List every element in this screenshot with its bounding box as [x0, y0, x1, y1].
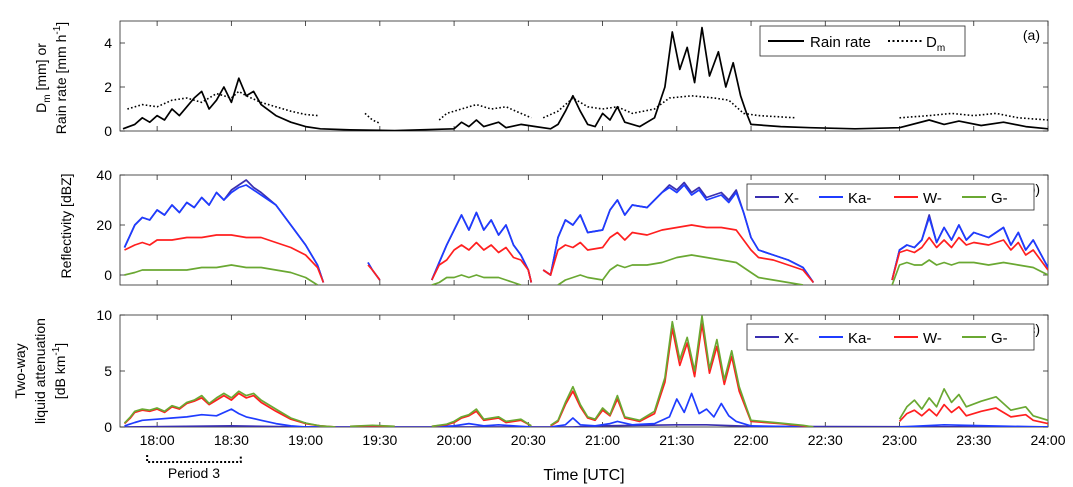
- y-axis-label: Two-way: [12, 343, 28, 398]
- y-tick-label: 2: [104, 79, 112, 95]
- x-axis-label: Time [UTC]: [543, 467, 624, 484]
- x-tick-label: 22:00: [734, 432, 769, 448]
- y-tick-label: 0: [104, 267, 112, 283]
- legend-label: Rain rate: [810, 34, 871, 51]
- series-line-ka-: [431, 422, 532, 427]
- legend-label: G-: [991, 190, 1008, 207]
- x-tick-label: 19:00: [288, 432, 323, 448]
- legend-label: X-: [784, 190, 799, 207]
- y-tick-label: 5: [104, 363, 112, 379]
- series-line-w-: [542, 224, 815, 284]
- y-axis-label: liquid attenuation: [32, 318, 48, 424]
- x-tick-label: 20:30: [511, 432, 546, 448]
- series-line-g-: [123, 390, 336, 427]
- legend-label: W-: [923, 330, 942, 347]
- legend-label: Ka-: [848, 330, 871, 347]
- y-tick-label: 40: [96, 167, 112, 183]
- series-line-d: [364, 112, 381, 125]
- series-line-ka-: [123, 184, 325, 283]
- series-line-g-: [898, 388, 1048, 422]
- x-tick-label: 22:30: [808, 432, 843, 448]
- series-line-ka-: [124, 408, 336, 427]
- panel-label: (a): [1023, 27, 1040, 43]
- series-line-w-: [898, 403, 1048, 425]
- y-tick-label: 4: [104, 35, 112, 51]
- y-axis-label: Reflectivity [dBZ]: [58, 173, 74, 278]
- series-line-g-: [124, 264, 318, 285]
- x-tick-label: 20:00: [437, 432, 472, 448]
- series-line-g-: [891, 259, 1048, 285]
- x-tick-label: 18:30: [214, 432, 249, 448]
- axes-frame-0: [119, 20, 1049, 132]
- x-tick-label: 18:00: [140, 432, 175, 448]
- series-line-rain-rate: [122, 26, 1048, 131]
- x-tick-label: 21:30: [659, 432, 694, 448]
- series-line-g-: [550, 315, 814, 427]
- series-line-w-: [124, 234, 325, 283]
- y-axis-label: Dm [mm] or: [33, 43, 53, 113]
- series-line-ka-: [431, 211, 533, 283]
- y-axis-label: Rain rate [mm h-1]: [52, 22, 69, 134]
- series-line-x-: [124, 423, 1048, 427]
- x-tick-label: 21:00: [585, 432, 620, 448]
- legend-label: G-: [991, 330, 1008, 347]
- series-line-g-: [350, 424, 395, 427]
- series-line-d: [542, 95, 796, 119]
- series-line-ka-: [891, 216, 1048, 281]
- series-line-g-: [431, 408, 532, 427]
- series-line-ka-: [542, 184, 815, 283]
- series-line-w-: [123, 392, 336, 427]
- series-line-d: [438, 103, 532, 121]
- x-tick-label: 23:00: [882, 432, 917, 448]
- series-group-1: [123, 179, 1048, 285]
- legend-label: W-: [923, 190, 942, 207]
- y-tick-label: 0: [104, 123, 112, 139]
- series-group-0: [122, 26, 1048, 131]
- legend-label: X-: [784, 330, 799, 347]
- legend-box: [746, 183, 1035, 211]
- series-line-d: [899, 112, 1048, 121]
- series-line-d: [127, 90, 318, 117]
- y-tick-label: 10: [96, 307, 112, 323]
- y-axis-label: [dB km-1]: [51, 343, 68, 399]
- series-line-g-: [557, 254, 804, 285]
- series-line-w-: [431, 410, 532, 427]
- series-line-ka-: [899, 423, 1048, 427]
- axes-frame-1: [119, 174, 1049, 286]
- x-tick-label: 24:00: [1030, 432, 1065, 448]
- series-line-x-: [123, 179, 325, 283]
- period-bracket: [146, 455, 242, 463]
- y-tick-label: 0: [104, 419, 112, 435]
- series-line-g-: [431, 274, 522, 285]
- period-label: Period 3: [168, 465, 220, 481]
- y-tick-label: 20: [96, 217, 112, 233]
- legend-box: [746, 323, 1035, 351]
- panel-0: 0 2 4 (a) Rain rate Dm Dm [mm] or Rain rate [mm…: [33, 20, 1049, 139]
- series-line-w-: [891, 236, 1048, 281]
- series-line-w-: [367, 264, 381, 281]
- x-tick-label: 19:30: [362, 432, 397, 448]
- x-tick-label: 23:30: [956, 432, 991, 448]
- series-group-2: [123, 315, 1048, 427]
- series-line-w-: [431, 241, 533, 283]
- legend-label: Dm: [926, 34, 945, 54]
- legend-label: Ka-: [848, 190, 871, 207]
- series-line-ka-: [550, 392, 811, 427]
